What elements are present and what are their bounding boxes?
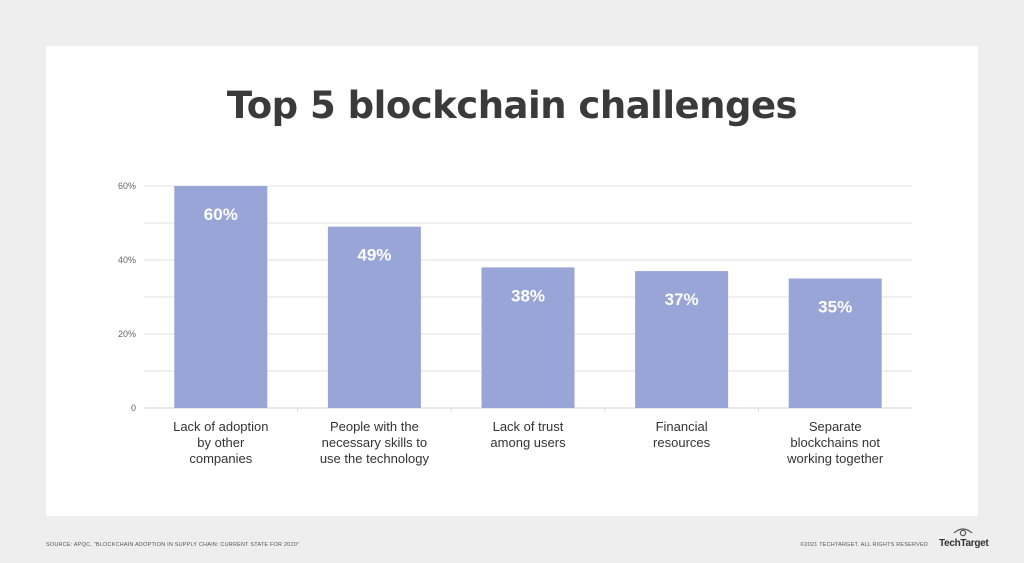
data-label: 38%	[511, 286, 545, 305]
y-tick-label: 60%	[118, 181, 136, 191]
bar	[788, 278, 882, 408]
data-label: 60%	[204, 205, 238, 224]
data-labels: 60% 49% 38% 37% 35%	[204, 205, 852, 317]
bar	[635, 271, 729, 408]
y-tick-label: 40%	[118, 255, 136, 265]
data-label: 49%	[357, 246, 391, 265]
category-labels: Lack of adoption by other companies People …	[173, 419, 884, 466]
brand-logo: TechTarget	[939, 538, 989, 549]
y-tick-label: 20%	[118, 329, 136, 339]
bar	[174, 186, 268, 408]
eye-logo-icon	[953, 528, 973, 537]
category-label: Separate blockchains not working together	[786, 419, 884, 466]
bar	[327, 226, 421, 408]
data-label: 35%	[818, 298, 852, 317]
bars	[174, 186, 882, 408]
chart-title: Top 5 blockchain challenges	[226, 84, 798, 127]
category-label: Lack of adoption by other companies	[173, 419, 268, 466]
category-label: Lack of trust among users	[490, 419, 566, 450]
copyright-note: ©2021 TECHTARGET. ALL RIGHTS RESERVED	[800, 542, 928, 548]
category-label: Financial resources	[653, 419, 711, 450]
y-tick-label: 0	[131, 403, 136, 413]
y-axis-ticks: 0 20% 40% 60%	[118, 181, 136, 413]
category-label: People with the necessary skills to use th…	[320, 419, 430, 466]
bar	[481, 267, 575, 408]
data-label: 37%	[665, 290, 699, 309]
source-note: SOURCE: APQC, "BLOCKCHAIN ADOPTION IN SU…	[46, 542, 300, 548]
